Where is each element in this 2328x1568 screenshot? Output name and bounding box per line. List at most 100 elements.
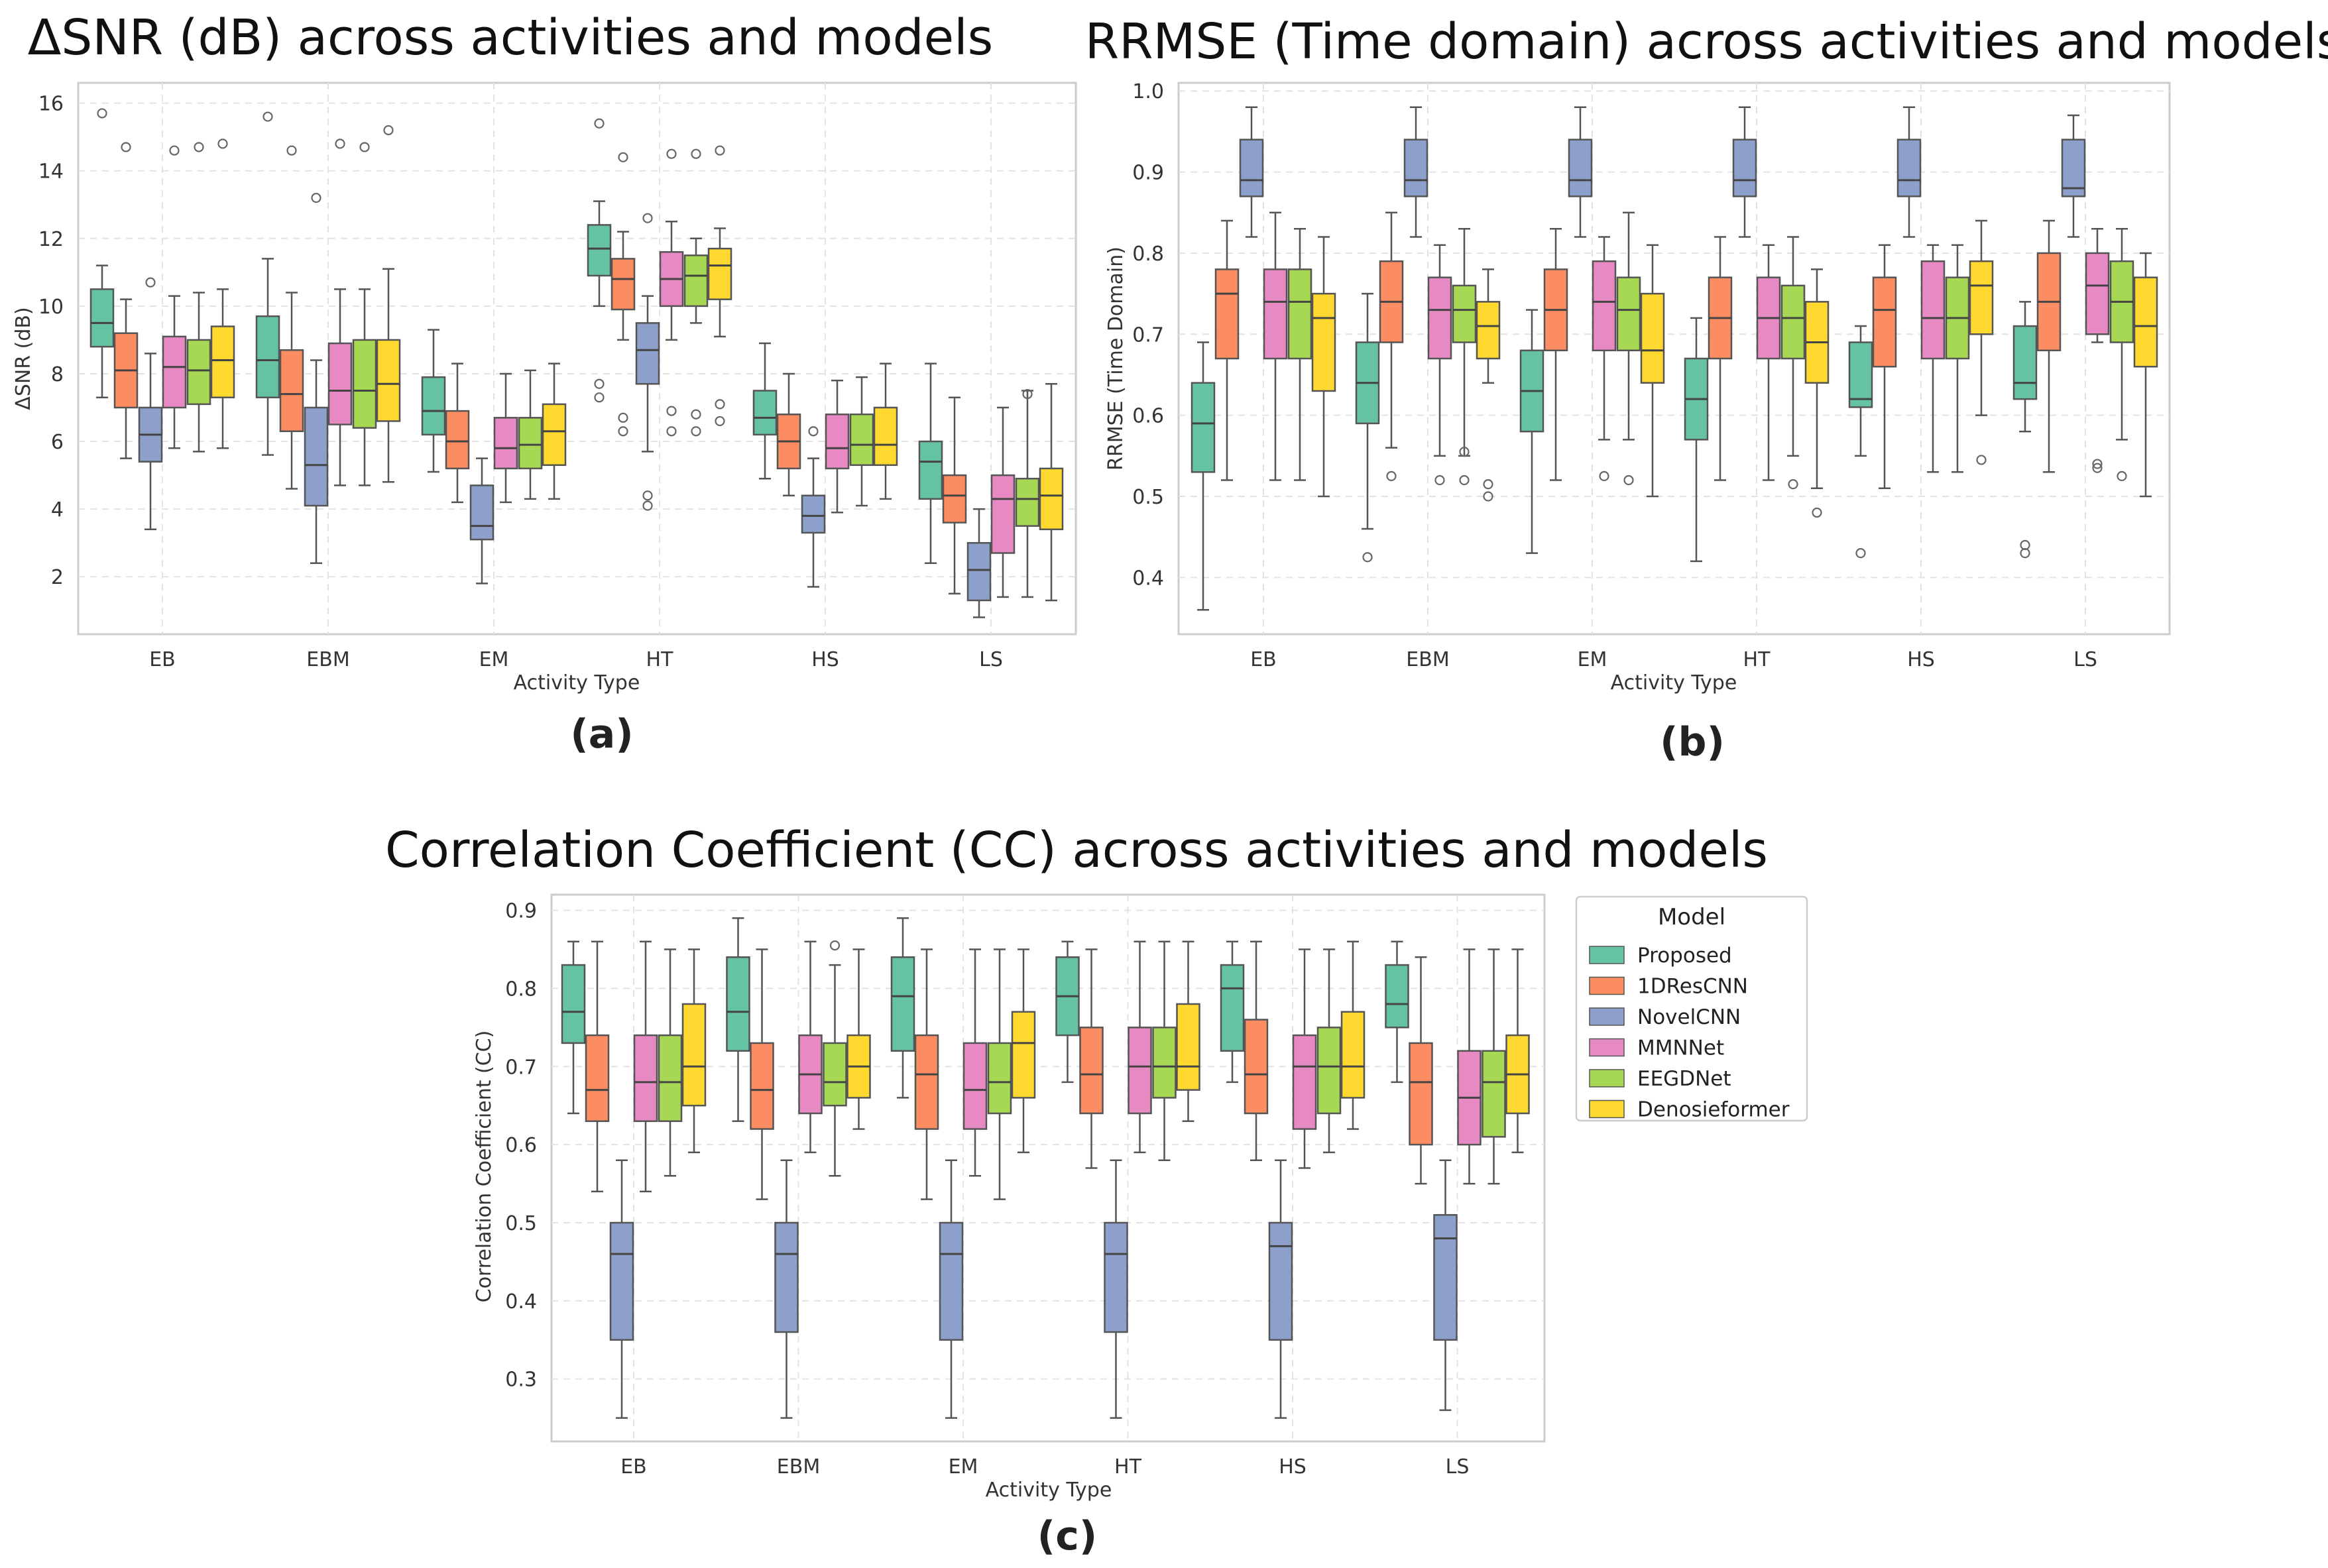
outlier-point: [691, 148, 701, 159]
outlier-point: [642, 490, 653, 501]
box-iqr: [2061, 139, 2086, 197]
y-tick-label: 0.4: [505, 1290, 537, 1314]
outlier-point: [666, 148, 677, 159]
box-EEGDNet-HT: [683, 148, 709, 437]
panel-b-title: RRMSE (Time domain) across activities an…: [1085, 13, 2328, 70]
y-tick-label: 0.8: [1132, 243, 1164, 266]
outlier-point: [1459, 447, 1470, 457]
box-iqr: [1015, 477, 1040, 527]
box-Denosieformer-HT: [1176, 940, 1200, 1123]
box-Proposed-HS: [1220, 940, 1245, 1084]
outlier-point: [1623, 475, 1634, 486]
box-Proposed-LS: [2012, 301, 2038, 559]
box-iqr: [1848, 341, 1873, 408]
box-iqr: [89, 288, 115, 348]
box-iqr: [1152, 1027, 1177, 1099]
legend-label-MMNNet: MMNNet: [1637, 1036, 1724, 1060]
box-iqr: [849, 413, 874, 467]
legend-label-Proposed: Proposed: [1637, 944, 1732, 968]
box-NovelCNN-HS: [1268, 1159, 1293, 1419]
box-iqr: [1311, 292, 1336, 392]
box-iqr: [939, 1221, 964, 1341]
outlier-point: [618, 426, 628, 437]
box-iqr: [918, 440, 943, 500]
legend-label-1DResCNN: 1DResCNN: [1637, 975, 1748, 999]
box-iqr: [1128, 1027, 1152, 1115]
box-iqr: [585, 1034, 610, 1123]
box-iqr: [890, 956, 915, 1052]
box-iqr: [962, 1042, 988, 1130]
box-NovelCNN-EBM: [1403, 106, 1428, 238]
legend-box: [1575, 895, 1808, 1122]
box-EEGDNet-LS: [1015, 388, 1040, 598]
y-tick-label: 0.6: [505, 1134, 537, 1157]
box-Denosieformer-EM: [1011, 948, 1036, 1154]
box-MMNNet-EB: [1263, 211, 1288, 481]
box-iqr: [493, 417, 518, 470]
y-tick-label: 16: [38, 93, 64, 116]
x-tick-label: EB: [149, 648, 176, 671]
box-iqr: [1969, 260, 1994, 335]
panel-c-xlabel: Activity Type: [986, 1479, 1112, 1502]
panel-b-ylabel: RRMSE (Time Domain): [1104, 247, 1128, 471]
box-iqr: [2133, 276, 2158, 368]
box-iqr: [873, 406, 898, 467]
box-EEGDNet-EB: [658, 948, 683, 1177]
box-Proposed-LS: [1385, 940, 1409, 1084]
box-iqr: [421, 376, 446, 436]
y-tick-label: 0.7: [505, 1056, 537, 1079]
box-MMNNet-HS: [1292, 948, 1317, 1169]
box-Denosieformer-EB: [210, 139, 235, 449]
outlier-point: [383, 125, 394, 136]
box-MMNNet-EM: [962, 948, 988, 1177]
x-tick-label: EB: [620, 1455, 647, 1479]
outlier-point: [1022, 388, 1033, 400]
box-1DResCNN-EB: [1214, 219, 1240, 481]
box-NovelCNN-HS: [801, 426, 826, 588]
box-MMNNet-EM: [493, 372, 518, 504]
box-Denosieformer-LS: [2133, 252, 2158, 498]
box-iqr: [1482, 1050, 1506, 1138]
box-iqr: [518, 417, 543, 470]
outlier-point: [1599, 471, 1609, 482]
box-iqr: [825, 413, 850, 470]
panel-c: Correlation Coefficient (CC) across acti…: [385, 822, 1768, 1559]
box-Denosieformer-HT: [1804, 268, 1830, 518]
box-EEGDNet-HS: [1316, 948, 1342, 1154]
box-MMNNet-EBM: [1427, 244, 1452, 486]
box-iqr: [304, 406, 329, 507]
outlier-point: [691, 426, 701, 437]
y-tick-label: 0.8: [505, 978, 537, 1001]
box-1DResCNN-HT: [611, 152, 636, 437]
box-iqr: [1920, 260, 1946, 360]
y-tick-label: 1.0: [1132, 80, 1164, 103]
x-tick-label: HS: [811, 648, 839, 671]
box-Proposed-HT: [587, 118, 612, 403]
outlier-point: [262, 111, 273, 122]
legend-swatch-EEGDNet: [1589, 1069, 1625, 1088]
box-MMNNet-HS: [1920, 244, 1946, 473]
box-NovelCNN-EB: [1239, 106, 1264, 238]
box-iqr: [1214, 268, 1240, 360]
box-Denosieformer-LS: [1505, 948, 1530, 1154]
box-iqr: [1220, 964, 1245, 1052]
box-iqr: [445, 410, 470, 470]
box-iqr: [914, 1034, 939, 1130]
x-tick-label: HT: [1114, 1455, 1142, 1479]
box-NovelCNN-LS: [2061, 114, 2086, 238]
box-iqr: [609, 1221, 634, 1341]
box-iqr: [162, 335, 187, 409]
panel-a-yticks: 2 4 6 8 10 12 14 16: [38, 93, 64, 590]
outlier-point: [1483, 479, 1493, 490]
panel-c-title: Correlation Coefficient (CC) across acti…: [385, 822, 1768, 879]
box-iqr: [210, 325, 235, 398]
outlier-point: [1459, 475, 1470, 486]
box-iqr: [750, 1042, 774, 1130]
box-EEGDNet-HT: [1780, 236, 1806, 490]
box-Proposed-HT: [1055, 940, 1080, 1084]
legend-title: Model: [1658, 904, 1725, 930]
box-iqr: [1239, 139, 1264, 197]
outlier-point: [1788, 479, 1798, 490]
box-1DResCNN-EBM: [1379, 211, 1404, 482]
